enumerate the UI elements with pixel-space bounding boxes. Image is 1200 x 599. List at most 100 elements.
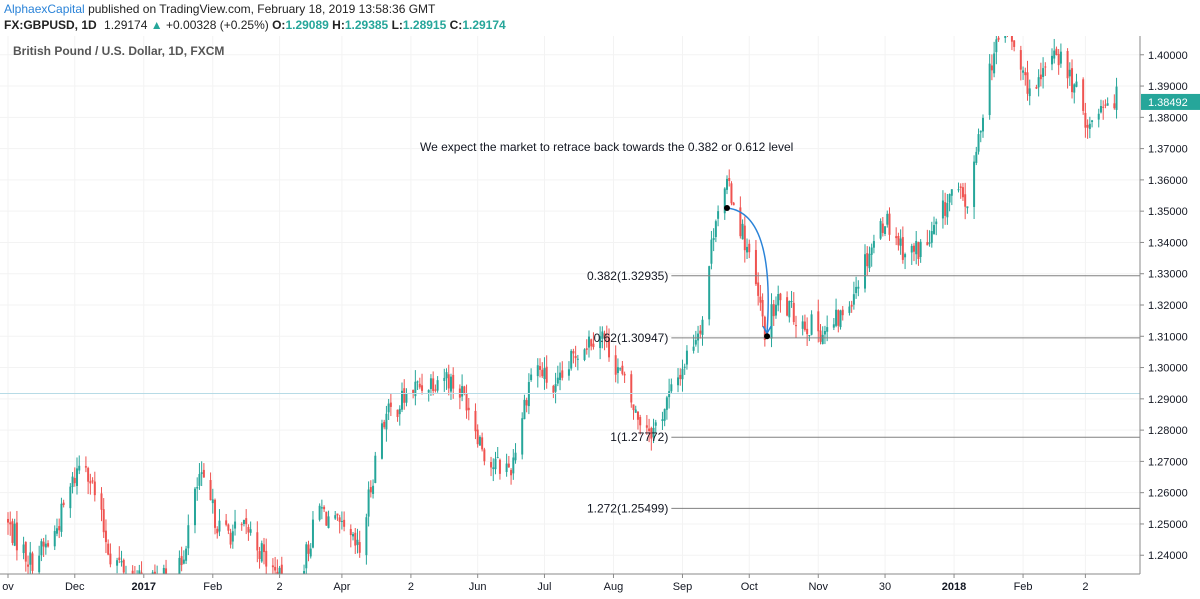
candle-body <box>572 351 575 354</box>
candle-body <box>997 37 1000 40</box>
candle-body <box>122 559 125 573</box>
candle-body <box>543 368 546 380</box>
candle-body <box>981 117 984 132</box>
author-link[interactable]: AlphaexCapital <box>4 2 85 16</box>
time-axis[interactable] <box>0 574 1200 599</box>
candle-body <box>685 350 688 365</box>
candle-body <box>1088 123 1091 129</box>
candle-body <box>185 548 188 561</box>
candle-body <box>421 385 424 391</box>
candle-body <box>340 520 343 522</box>
candle-body <box>76 468 79 486</box>
candle-body <box>1019 50 1022 70</box>
candle-body <box>930 231 933 243</box>
candle-body <box>879 221 882 239</box>
price-axis[interactable] <box>1140 36 1200 599</box>
candle-body <box>574 355 577 359</box>
time-tick-label: Feb <box>1014 581 1033 593</box>
candle-body <box>193 488 196 526</box>
candle-body <box>100 493 103 510</box>
candle-body <box>741 223 744 240</box>
fib-level-label: 1.272(1.25499) <box>587 501 668 515</box>
candle-body <box>912 245 915 252</box>
close-value: 1.29174 <box>462 18 506 32</box>
price-tick-label: 1.33000 <box>1148 269 1188 281</box>
candle-body <box>432 378 435 392</box>
candle-body <box>821 334 824 344</box>
candle-body <box>27 564 30 567</box>
candle-body <box>1004 36 1007 39</box>
candle-body <box>365 517 368 556</box>
projection-arrow-icon <box>762 325 772 335</box>
candle-body <box>832 324 835 328</box>
candle-body <box>1075 81 1078 87</box>
candle-body <box>919 241 922 257</box>
candle-body <box>474 410 477 432</box>
candle-body <box>262 544 265 553</box>
candle-body <box>521 418 524 455</box>
candle-body <box>356 539 359 545</box>
candle-body <box>527 382 530 407</box>
candle-body <box>774 304 777 316</box>
candle-body <box>636 411 639 420</box>
candle-body <box>198 474 201 486</box>
candle-body <box>935 221 938 225</box>
candle-body <box>120 561 123 563</box>
candle-body <box>570 350 573 369</box>
candle-body <box>1024 72 1027 76</box>
candle-body <box>385 413 388 430</box>
candle-body <box>933 225 936 234</box>
candle-body <box>926 242 929 246</box>
candle-body <box>592 343 595 348</box>
candle-body <box>808 335 811 337</box>
candle-body <box>55 528 58 534</box>
candle-body <box>897 236 900 246</box>
projection-arc[interactable] <box>726 207 769 333</box>
candle-body <box>790 301 793 303</box>
candle-body <box>1102 106 1105 108</box>
open-label: O: <box>272 18 286 32</box>
candle-body <box>305 544 308 569</box>
candle-body <box>202 469 205 478</box>
candle-body <box>668 391 671 398</box>
candle-body <box>732 202 735 206</box>
candle-body <box>665 397 668 410</box>
price-tick-label: 1.24000 <box>1148 550 1188 562</box>
candle-body <box>599 336 602 349</box>
candle-body <box>436 380 439 391</box>
candle-body <box>91 480 94 482</box>
price-tick-label: 1.28000 <box>1148 425 1188 437</box>
candle-body <box>104 530 107 543</box>
price-tick-label: 1.25000 <box>1148 519 1188 531</box>
candle-body <box>38 555 41 573</box>
candle-body <box>62 502 65 506</box>
candle-body <box>652 427 655 438</box>
candle-body <box>608 337 611 358</box>
candle-body <box>1066 51 1069 79</box>
candle-body <box>412 389 415 394</box>
candle-body <box>850 304 853 307</box>
candle-body <box>779 293 782 301</box>
candle-body <box>352 534 355 537</box>
price-chart[interactable]: 0.382(1.32935) 0.62(1.30947) 1(1.27772) 1.2… <box>0 36 1200 599</box>
fib-level-label: 0.62(1.30947) <box>594 331 669 345</box>
candle-body <box>211 499 214 504</box>
candle-body <box>443 377 446 381</box>
candle-body <box>13 523 16 546</box>
candle-body <box>757 282 760 296</box>
candle-body <box>1082 79 1085 111</box>
swing-high-point[interactable] <box>723 205 730 212</box>
swing-low-point[interactable] <box>764 333 771 340</box>
current-price-label: 1.38492 <box>1148 97 1188 109</box>
ohlc-line: FX:GBPUSD, 1D 1.29174 ▲ +0.00328 (+0.25%… <box>4 18 506 32</box>
candle-body <box>7 518 9 523</box>
candle-body <box>823 330 826 335</box>
price-tick-label: 1.37000 <box>1148 144 1188 156</box>
candle-body <box>89 481 92 484</box>
candle-body <box>334 515 337 519</box>
candle-body <box>587 336 590 348</box>
price-tick-label: 1.35000 <box>1148 206 1188 218</box>
candle-body <box>928 242 931 244</box>
candle-body <box>556 377 559 384</box>
time-tick-label: 2 <box>1082 581 1088 593</box>
